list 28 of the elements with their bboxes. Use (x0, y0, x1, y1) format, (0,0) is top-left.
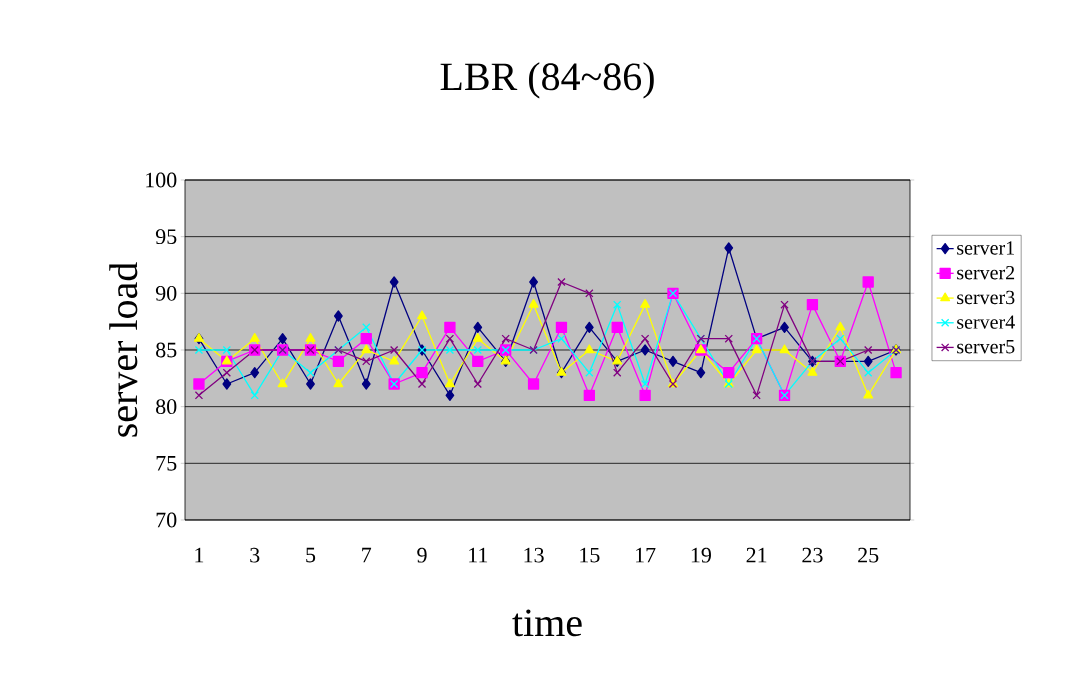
x-tick-label: 23 (802, 547, 823, 563)
x-tick-label: 9 (417, 547, 427, 563)
legend-label: server4 (957, 315, 1015, 329)
y-tick-label: 95 (155, 229, 177, 245)
x-tick-label: 1 (195, 547, 204, 563)
x-tick-label: 17 (636, 547, 656, 563)
x-axis-title: time (512, 609, 582, 637)
x-tick-label: 21 (746, 547, 767, 563)
x-tick-label: 7 (362, 547, 372, 563)
y-tick-label: 70 (156, 512, 177, 528)
chart-title: LBR (84~86) (440, 62, 654, 99)
x-tick-label: 19 (691, 547, 711, 563)
y-tick-label: 90 (155, 285, 177, 301)
x-tick-label: 3 (250, 547, 260, 563)
x-tick-label: 13 (524, 547, 544, 563)
legend-label: server2 (957, 265, 1015, 280)
y-tick-label: 75 (156, 456, 177, 471)
y-axis-title: server load (109, 262, 138, 437)
legend-label: server1 (957, 241, 1014, 255)
x-tick-label: 11 (469, 547, 488, 563)
y-tick-label: 80 (156, 399, 177, 415)
x-tick-label: 5 (306, 547, 316, 563)
legend-label: server3 (957, 290, 1015, 305)
x-tick-label: 15 (580, 547, 600, 563)
legend-label: server5 (957, 340, 1015, 354)
y-tick-label: 100 (146, 172, 177, 188)
x-tick-label: 25 (858, 547, 879, 563)
y-tick-label: 85 (156, 342, 177, 358)
